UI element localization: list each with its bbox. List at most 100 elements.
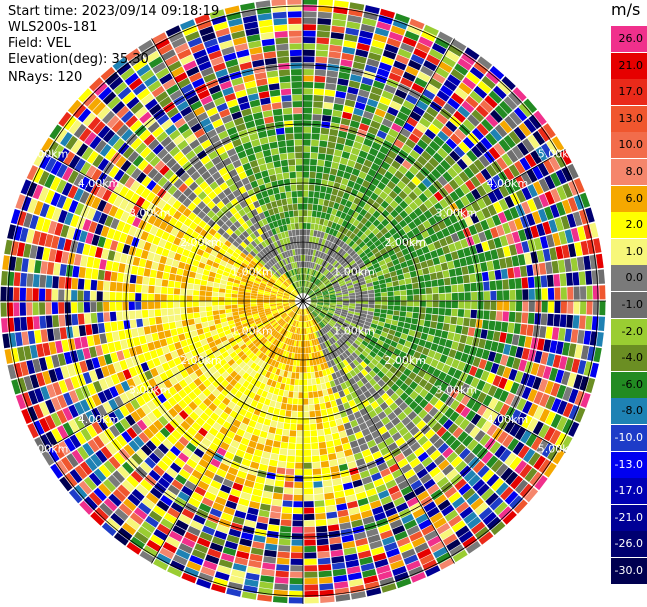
velocity-gate — [355, 303, 362, 307]
velocity-gate — [296, 430, 303, 437]
velocity-gate — [230, 387, 238, 396]
velocity-gate — [178, 389, 188, 399]
velocity-gate — [310, 423, 317, 431]
velocity-gate — [177, 193, 187, 204]
velocity-gate — [113, 361, 122, 373]
velocity-gate — [322, 269, 328, 275]
velocity-gate — [265, 439, 274, 447]
velocity-gate — [303, 321, 305, 328]
velocity-gate — [257, 470, 267, 478]
velocity-gate — [303, 437, 311, 444]
velocity-gate — [366, 587, 382, 597]
velocity-gate — [217, 34, 232, 44]
velocity-gate — [413, 485, 426, 496]
velocity-gate — [340, 345, 347, 352]
velocity-gate — [312, 204, 318, 211]
velocity-gate — [258, 463, 268, 472]
velocity-gate — [237, 544, 251, 553]
velocity-gate — [169, 89, 183, 101]
velocity-gate — [200, 95, 213, 106]
velocity-gate — [74, 158, 86, 172]
velocity-gate — [472, 479, 486, 492]
velocity-gate — [240, 316, 247, 322]
velocity-gate — [265, 478, 275, 486]
velocity-gate — [180, 301, 187, 308]
velocity-gate — [299, 267, 302, 274]
velocity-gate — [156, 270, 164, 279]
velocity-gate — [99, 259, 107, 270]
velocity-gate — [266, 129, 276, 137]
velocity-gate — [286, 197, 293, 205]
velocity-gate — [465, 386, 476, 397]
velocity-gate — [231, 293, 238, 298]
velocity-gate — [429, 466, 441, 478]
velocity-gate — [222, 86, 234, 96]
velocity-gate — [151, 261, 159, 270]
velocity-gate — [91, 357, 101, 369]
velocity-gate — [212, 334, 220, 341]
velocity-gate — [73, 484, 88, 500]
velocity-gate — [224, 451, 235, 461]
velocity-gate — [320, 460, 330, 468]
velocity-gate — [107, 342, 116, 353]
velocity-gate — [507, 438, 519, 452]
velocity-gate — [194, 486, 207, 497]
velocity-gate — [264, 116, 274, 124]
velocity-gate — [500, 486, 514, 501]
velocity-gate — [256, 402, 264, 410]
velocity-gate — [363, 11, 379, 21]
velocity-gate — [376, 223, 385, 231]
velocity-gate — [331, 317, 338, 323]
velocity-gate — [280, 442, 289, 449]
velocity-gate — [317, 11, 332, 19]
velocity-gate — [79, 191, 90, 204]
velocity-gate — [503, 96, 518, 110]
velocity-gate — [408, 221, 417, 230]
velocity-gate — [342, 305, 349, 308]
velocity-gate — [346, 21, 361, 30]
velocity-gate — [250, 53, 264, 62]
velocity-gate — [159, 96, 172, 108]
velocity-gate — [295, 372, 300, 379]
velocity-gate — [288, 263, 293, 270]
velocity-gate — [17, 377, 27, 393]
velocity-gate — [367, 362, 376, 370]
velocity-gate — [309, 320, 313, 327]
velocity-gate — [196, 248, 205, 256]
velocity-gate — [377, 102, 389, 112]
velocity-gate — [118, 186, 129, 198]
velocity-gate — [199, 26, 214, 37]
velocity-gate — [338, 240, 345, 248]
velocity-gate — [366, 197, 375, 206]
velocity-gate — [131, 488, 145, 502]
velocity-gate — [374, 354, 382, 362]
velocity-gate — [110, 512, 125, 527]
velocity-gate — [346, 329, 353, 336]
velocity-gate — [253, 534, 266, 543]
velocity-gate — [237, 304, 244, 308]
velocity-gate — [286, 250, 291, 257]
velocity-gate — [506, 356, 515, 368]
velocity-gate — [225, 375, 234, 383]
velocity-gate — [152, 357, 161, 367]
velocity-gate — [390, 374, 399, 383]
velocity-gate — [26, 288, 33, 301]
velocity-gate — [188, 401, 198, 411]
velocity-gate — [118, 330, 126, 340]
velocity-gate — [432, 336, 441, 345]
velocity-gate — [482, 511, 497, 526]
velocity-gate — [164, 352, 173, 362]
velocity-gate — [324, 240, 330, 247]
velocity-gate — [177, 204, 187, 214]
velocity-gate — [330, 258, 336, 265]
velocity-gate — [405, 421, 416, 431]
velocity-gate — [318, 314, 324, 319]
velocity-gate — [266, 70, 279, 78]
velocity-gate — [512, 441, 525, 456]
velocity-gate — [344, 214, 352, 222]
velocity-gate — [278, 69, 290, 77]
velocity-gate — [210, 480, 222, 490]
velocity-gate — [294, 139, 303, 146]
velocity-gate — [255, 476, 266, 484]
velocity-gate — [88, 472, 102, 487]
